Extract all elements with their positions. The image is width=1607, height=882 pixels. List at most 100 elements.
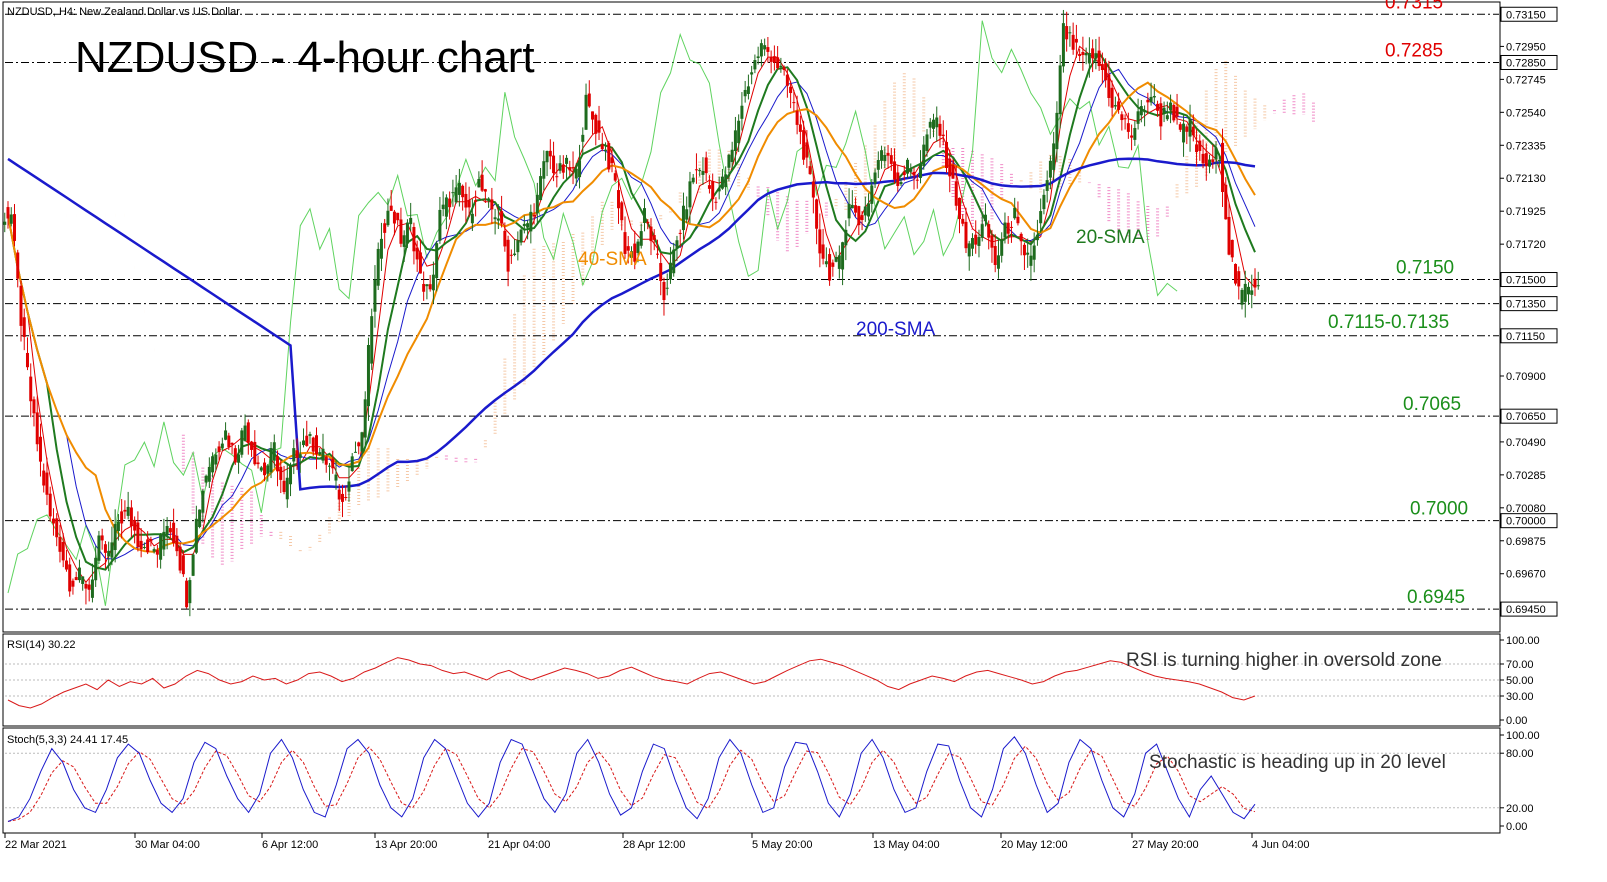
candle-body — [662, 282, 666, 301]
candle-body — [29, 376, 33, 402]
candle-body — [493, 217, 497, 220]
candle-body — [993, 246, 997, 266]
candle-body — [3, 221, 7, 225]
candle-body — [665, 287, 669, 289]
indicator-tick-label: 50.00 — [1506, 675, 1534, 687]
candle-body — [591, 111, 595, 120]
candle-body — [1146, 99, 1150, 103]
candle-body — [308, 434, 312, 436]
candle-body — [412, 226, 416, 252]
candle-body — [1104, 63, 1108, 81]
candle-body — [1224, 184, 1228, 220]
candle-body — [766, 47, 770, 52]
price-tick-label: 0.70000 — [1506, 516, 1546, 528]
candle-body — [389, 205, 393, 211]
candle-body — [1201, 153, 1205, 164]
candle-body — [841, 242, 845, 270]
candle-body — [353, 451, 357, 453]
candle-body — [617, 190, 621, 209]
candle-body — [1250, 290, 1254, 295]
candle-body — [51, 518, 55, 524]
candle-body — [763, 45, 767, 50]
symbol-info: NZDUSD, H4: New Zealand Dollar vs US Dol… — [7, 6, 240, 18]
candle-body — [97, 535, 101, 561]
candle-body — [19, 285, 23, 326]
candle-body — [789, 86, 793, 94]
candle-body — [321, 448, 325, 461]
candle-body — [815, 199, 819, 229]
candle-body — [340, 493, 344, 502]
candle-body — [1048, 160, 1052, 178]
candle-body — [516, 240, 520, 253]
candle-body — [1074, 38, 1078, 43]
candle-body — [1182, 123, 1186, 143]
candle-body — [94, 557, 98, 581]
candle-body — [1055, 112, 1059, 150]
chart-title: NZDUSD - 4-hour chart — [75, 33, 535, 82]
candle-body — [594, 114, 598, 134]
candle-body — [798, 124, 802, 132]
candle-body — [1208, 159, 1212, 167]
candle-body — [730, 149, 734, 163]
candle-body — [604, 149, 608, 151]
candle-body — [886, 152, 890, 156]
candle-body — [831, 262, 835, 267]
candle-body — [162, 531, 166, 550]
price-tick-label: 0.72540 — [1506, 107, 1546, 119]
candle-body — [685, 209, 689, 220]
candle-body — [350, 456, 354, 472]
candle-body — [181, 555, 185, 575]
candle-body — [503, 230, 507, 247]
candle-body — [707, 185, 711, 189]
candle-body — [902, 171, 906, 176]
candle-body — [1247, 286, 1251, 295]
candle-body — [737, 120, 741, 144]
candle-body — [334, 474, 338, 481]
candle-body — [220, 443, 224, 448]
candle-body — [487, 198, 491, 200]
candle-body — [802, 130, 806, 160]
candle-body — [948, 158, 952, 177]
candle-body — [681, 205, 685, 231]
candle-body — [1120, 114, 1124, 121]
candle-body — [409, 217, 413, 225]
candle-body — [928, 121, 932, 128]
candle-body — [983, 214, 987, 222]
candle-body — [633, 243, 637, 262]
candle-body — [107, 550, 111, 557]
candle-body — [1006, 222, 1010, 234]
candle-body — [867, 203, 871, 217]
candle-body — [376, 248, 380, 286]
candle-body — [581, 134, 585, 142]
candle-body — [87, 584, 91, 590]
candle-body — [1003, 222, 1007, 238]
candle-body — [1175, 106, 1179, 117]
candle-body — [1087, 52, 1091, 64]
candle-body — [110, 542, 114, 558]
candle-body — [159, 534, 163, 560]
candle-body — [295, 450, 299, 458]
candle-body — [821, 244, 825, 259]
candle-body — [318, 452, 322, 455]
candle-body — [1136, 111, 1140, 124]
candle-body — [649, 226, 653, 242]
stoch-pane-frame — [2, 727, 1501, 834]
candle-body — [289, 464, 293, 485]
candle-body — [824, 261, 828, 265]
candle-body — [454, 187, 458, 203]
price-tick-label: 0.69875 — [1506, 536, 1546, 548]
candle-body — [100, 535, 104, 541]
candle-body — [175, 535, 179, 552]
candle-body — [1042, 194, 1046, 210]
candle-body — [357, 442, 361, 447]
candle-body — [305, 435, 309, 446]
candle-body — [610, 157, 614, 164]
candle-body — [1221, 142, 1225, 192]
candle-body — [240, 430, 244, 455]
candle-body — [717, 188, 721, 192]
candle-body — [571, 167, 575, 169]
candle-body — [613, 173, 617, 181]
candle-body — [146, 539, 150, 553]
candle-body — [1009, 226, 1013, 228]
